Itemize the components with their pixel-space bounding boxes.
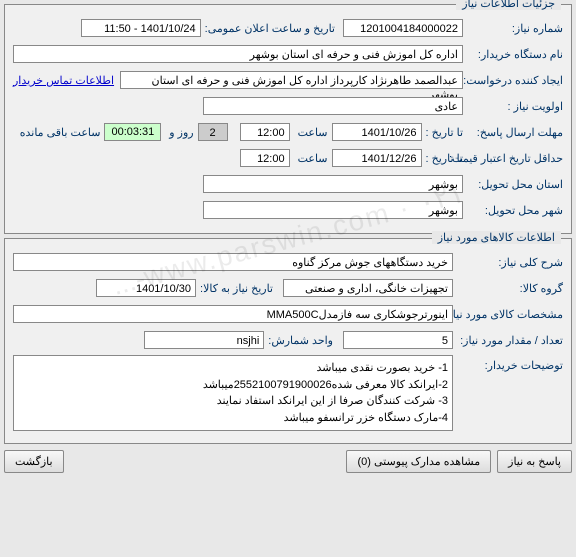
credit-date: 1401/12/26 — [332, 149, 422, 167]
requester-value: عبدالصمد طاهرنژاد کارپرداز اداره کل اموز… — [120, 71, 463, 89]
buyer-notes-label: توضیحات خریدار: — [453, 355, 563, 372]
priority-label: اولویت نیاز : — [463, 100, 563, 113]
deliver-prov-label: استان محل تحویل: — [463, 178, 563, 191]
goods-section: اطلاعات کالاهای مورد نیاز شرح کلی نیاز: … — [4, 238, 572, 444]
details-section: جزئیات اطلاعات نیاز شماره نیاز: 12010041… — [4, 4, 572, 234]
unit-label: واحد شمارش: — [264, 334, 333, 347]
need-no-value: 1201004184000022 — [343, 19, 463, 37]
contact-link[interactable]: اطلاعات تماس خریدار — [13, 74, 114, 87]
deadline-time: 12:00 — [240, 123, 290, 141]
back-button[interactable]: بازگشت — [4, 450, 64, 473]
desc-value: خرید دستگاههای جوش مرکز گناوه — [13, 253, 453, 271]
need-date-value: 1401/10/30 — [96, 279, 196, 297]
credit-label: حداقل تاریخ اعتبار قیمت: — [463, 152, 563, 165]
requester-label: ایجاد کننده درخواست: — [463, 74, 563, 87]
reply-button[interactable]: پاسخ به نیاز — [497, 450, 572, 473]
deadline-date: 1401/10/26 — [332, 123, 422, 141]
note-line-1: 1- خرید بصورت نقدی میباشد — [18, 360, 448, 377]
credit-time: 12:00 — [240, 149, 290, 167]
deadline-to-label: تا تاریخ : — [422, 126, 463, 139]
spec-value: اینورترجوشکاری سه فازمدلMMA500C — [13, 305, 453, 323]
buyer-notes-box: 1- خرید بصورت نقدی میباشد 2-ایرانکد کالا… — [13, 355, 453, 431]
buyer-org-label: نام دستگاه خریدار: — [463, 48, 563, 61]
desc-label: شرح کلی نیاز: — [453, 256, 563, 269]
saat-label-2: ساعت — [294, 152, 328, 165]
note-line-3: 3- شرکت کنندگان صرفا از این ایرانکد استف… — [18, 393, 448, 410]
remain-label: ساعت باقی مانده — [16, 126, 101, 139]
pub-dt-value: 1401/10/24 - 11:50 — [81, 19, 201, 37]
details-title: جزئیات اطلاعات نیاز — [456, 0, 561, 10]
need-date-label: تاریخ نیاز به کالا: — [196, 282, 273, 295]
deliver-city-value: بوشهر — [203, 201, 463, 219]
pub-dt-label: تاریخ و ساعت اعلان عمومی: — [201, 22, 335, 35]
need-no-label: شماره نیاز: — [463, 22, 563, 35]
days-remaining: 2 — [198, 123, 228, 141]
qty-label: تعداد / مقدار مورد نیاز: — [453, 334, 563, 347]
deadline-label: مهلت ارسال پاسخ: — [463, 126, 563, 139]
buyer-org-value: اداره کل اموزش فنی و حرفه ای استان بوشهر — [13, 45, 463, 63]
countdown-timer: 00:03:31 — [104, 123, 161, 141]
priority-value: عادی — [203, 97, 463, 115]
saat-label-1: ساعت — [294, 126, 328, 139]
note-line-4: 4-مارک دستگاه خزر ترانسفو میباشد — [18, 410, 448, 427]
goods-title: اطلاعات کالاهای مورد نیاز — [432, 231, 561, 244]
note-line-2: 2-ایرانکد کالا معرفی شده2552100791900026… — [18, 377, 448, 394]
deliver-prov-value: بوشهر — [203, 175, 463, 193]
deliver-city-label: شهر محل تحویل: — [463, 204, 563, 217]
spec-label: مشخصات کالای مورد نیاز: — [453, 308, 563, 321]
unit-value: nsjhi — [144, 331, 264, 349]
credit-to-label: تا تاریخ : — [422, 152, 463, 165]
qty-value: 5 — [343, 331, 453, 349]
group-label: گروه کالا: — [453, 282, 563, 295]
button-row: پاسخ به نیاز مشاهده مدارک پیوستی (0) باز… — [4, 450, 572, 473]
group-value: تجهیزات خانگی، اداری و صنعتی — [283, 279, 453, 297]
attachments-button[interactable]: مشاهده مدارک پیوستی (0) — [346, 450, 491, 473]
days-label: روز و — [165, 126, 193, 139]
